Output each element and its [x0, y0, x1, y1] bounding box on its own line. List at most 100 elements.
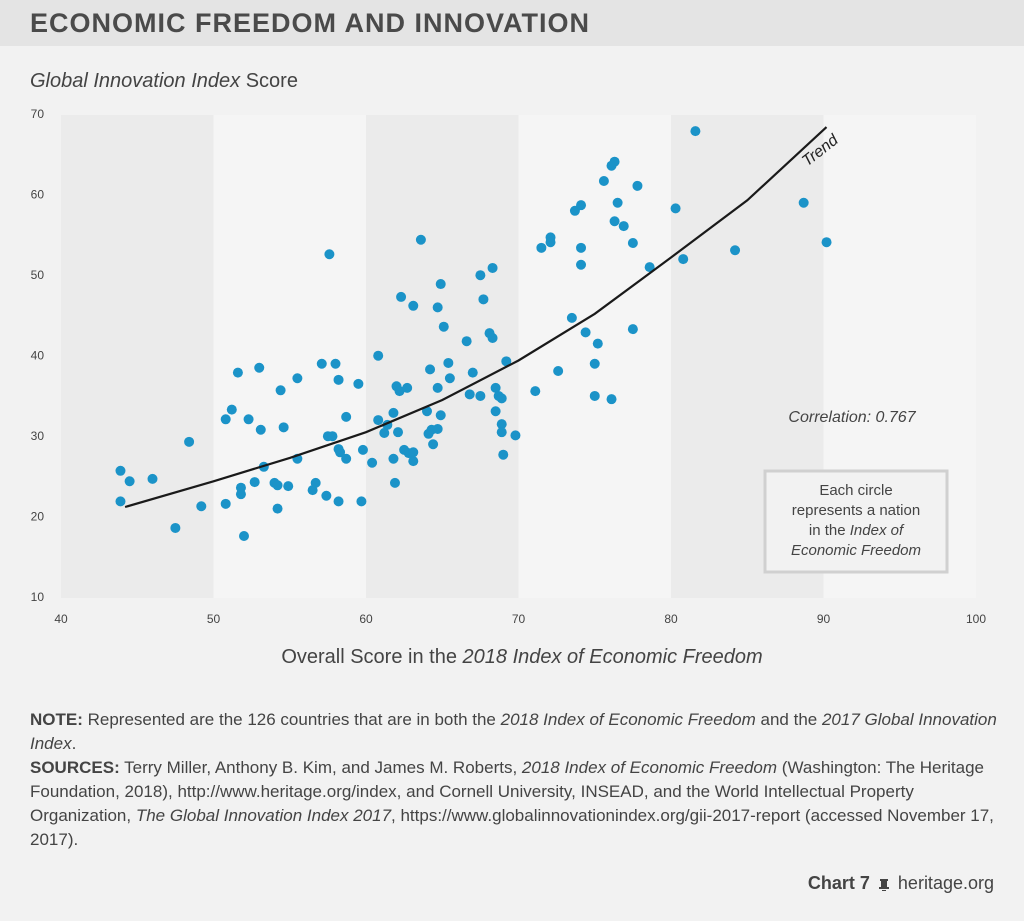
footer: Chart 7 heritage.org — [808, 873, 994, 894]
note-paragraph: NOTE: Represented are the 126 countries … — [30, 708, 1000, 756]
background-band — [61, 115, 214, 598]
chart-number: Chart 7 — [807, 873, 870, 893]
data-point — [467, 367, 478, 378]
data-point — [443, 357, 454, 368]
data-point — [618, 221, 629, 232]
data-point — [566, 312, 577, 323]
text-segment: represents a nation — [792, 502, 920, 519]
chart: Global Innovation Index Score Overall Sc… — [30, 70, 986, 668]
text-segment: 2017 Global Innovation Index — [30, 710, 997, 753]
text-segment: in the — [809, 522, 850, 539]
text-segment: Terry Miller, Anthony B. Kim, and James … — [119, 758, 522, 777]
x-tick-label: 90 — [817, 612, 831, 626]
y-axis-label: Global Innovation Index Score — [30, 70, 298, 92]
data-point — [464, 389, 475, 400]
data-point — [798, 197, 809, 208]
data-point — [388, 453, 399, 464]
data-point — [272, 480, 283, 491]
data-point — [115, 465, 126, 476]
site: heritage.org — [897, 873, 994, 893]
data-point — [490, 406, 501, 417]
text-segment: Index of — [850, 522, 905, 539]
data-point — [435, 410, 446, 421]
x-tick-label: 70 — [512, 612, 526, 626]
text-segment: Overall Score in the — [281, 646, 462, 668]
data-point — [292, 373, 303, 384]
notes: NOTE: Represented are the 126 countries … — [30, 708, 1000, 852]
note-paragraph: SOURCES: Terry Miller, Anthony B. Kim, a… — [30, 756, 1000, 852]
note-box-line: Each circle — [819, 482, 892, 499]
data-point — [357, 444, 368, 455]
data-point — [327, 431, 338, 442]
data-point — [373, 415, 384, 426]
y-tick-label: 50 — [31, 268, 45, 282]
data-point — [324, 249, 335, 260]
x-axis-label: Overall Score in the 2018 Index of Econo… — [281, 646, 762, 668]
data-point — [196, 501, 207, 512]
data-point — [341, 453, 352, 464]
data-point — [408, 300, 419, 311]
chart-title: ECONOMIC FREEDOM AND INNOVATION — [30, 8, 590, 38]
data-point — [220, 498, 231, 509]
data-point — [580, 327, 591, 338]
data-point — [487, 332, 498, 343]
text-segment: 2018 Index of Economic Freedom — [462, 646, 763, 668]
note-box — [763, 469, 949, 574]
text-segment: Each circle — [819, 482, 892, 499]
data-point — [333, 374, 344, 385]
data-point — [612, 197, 623, 208]
data-point — [432, 302, 443, 313]
y-tick-label: 30 — [31, 429, 45, 443]
data-point — [235, 489, 246, 500]
data-point — [425, 364, 436, 375]
note-box-line: represents a nation — [792, 502, 920, 519]
data-point — [496, 393, 507, 404]
data-point — [576, 242, 587, 253]
data-point — [310, 477, 321, 488]
data-point — [408, 447, 419, 458]
text-segment: SOURCES: — [30, 758, 120, 777]
text-segment: , https://www.globalinnovationindex.org/… — [30, 806, 994, 849]
data-point — [278, 422, 289, 433]
data-point — [475, 390, 486, 401]
data-point — [478, 294, 489, 305]
y-tick-label: 70 — [31, 107, 45, 121]
data-point — [438, 321, 449, 332]
background-band — [213, 115, 366, 598]
data-point — [435, 279, 446, 290]
correlation-label: Correlation: 0.767 — [788, 409, 916, 426]
data-point — [373, 350, 384, 361]
data-point — [496, 427, 507, 438]
text-segment: Score — [240, 70, 298, 92]
y-tick-label: 10 — [31, 590, 45, 604]
data-point — [606, 394, 617, 405]
data-point — [496, 419, 507, 430]
note-box-line: Economic Freedom — [791, 542, 921, 559]
x-tick-label: 80 — [664, 612, 678, 626]
data-point — [255, 424, 266, 435]
data-point — [598, 176, 609, 187]
data-point — [379, 427, 390, 438]
data-point — [536, 242, 547, 253]
data-point — [501, 356, 512, 367]
data-point — [272, 503, 283, 514]
text-segment: (Washington: The Heritage Foundation, 20… — [30, 758, 985, 825]
data-point — [330, 358, 341, 369]
data-point — [632, 180, 643, 191]
data-point — [243, 414, 254, 425]
bell-icon — [878, 878, 889, 891]
data-point — [220, 414, 231, 425]
note-box-line: in the Index of — [809, 522, 905, 539]
data-point — [321, 490, 332, 501]
data-point — [402, 382, 413, 393]
data-point — [408, 456, 419, 467]
data-point — [670, 203, 681, 214]
data-point — [254, 362, 265, 373]
data-point — [545, 237, 556, 248]
data-point — [576, 259, 587, 270]
data-point — [333, 496, 344, 507]
data-point — [115, 496, 126, 507]
data-point — [432, 423, 443, 434]
text-segment: and the — [755, 710, 822, 729]
